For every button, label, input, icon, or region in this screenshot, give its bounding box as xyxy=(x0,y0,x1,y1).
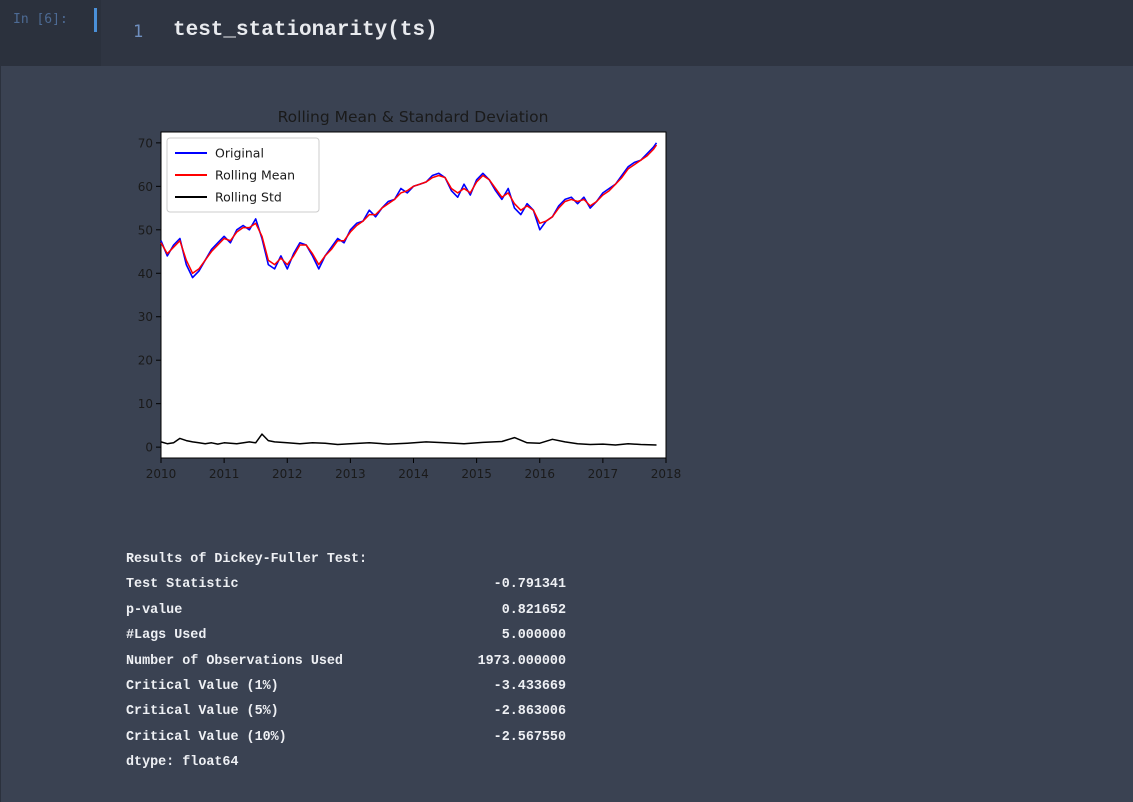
df-row: Critical Value (5%) -2.863006 xyxy=(126,704,566,729)
df-row-value: 5.000000 xyxy=(501,628,566,644)
df-dtype: dtype: float64 xyxy=(126,755,566,780)
df-rows: Test Statistic -0.791341 p-value 0.821652 #L… xyxy=(126,577,566,755)
rolling-stats-chart: Rolling Mean & Standard Deviation 0 10 20 3… xyxy=(138,108,682,481)
df-dtype-text: dtype: float64 xyxy=(126,755,239,771)
code-editor[interactable]: 1 test_stationarity(ts) xyxy=(101,0,1133,66)
y-tick-label: 70 xyxy=(138,136,153,150)
x-tick-label: 2014 xyxy=(398,467,429,481)
df-row-label: Critical Value (10%) xyxy=(126,729,287,745)
x-tick-label: 2010 xyxy=(146,467,177,481)
y-tick-label: 60 xyxy=(138,180,153,194)
df-row-value: 1973.000000 xyxy=(477,653,566,669)
chart-title: Rolling Mean & Standard Deviation xyxy=(278,108,549,126)
y-tick-label: 10 xyxy=(138,397,153,411)
active-cell-marker xyxy=(94,8,97,32)
series-line-rolling-mean xyxy=(160,144,658,275)
df-row-value: -2.567550 xyxy=(493,729,566,745)
df-row: Test Statistic -0.791341 xyxy=(126,577,566,602)
df-row-label: #Lags Used xyxy=(126,628,207,644)
x-tick-label: 2013 xyxy=(335,467,366,481)
df-row-label: Test Statistic xyxy=(126,577,239,593)
x-tick-label: 2018 xyxy=(651,467,682,481)
input-prompt: In [6]: xyxy=(13,12,68,27)
df-heading-text: Results of Dickey-Fuller Test: xyxy=(126,552,368,567)
legend-label: Original xyxy=(215,146,264,161)
df-row-value: -3.433669 xyxy=(493,678,566,694)
x-tick-label: 2016 xyxy=(524,467,555,481)
x-tick-label: 2011 xyxy=(209,467,240,481)
cell-input-row[interactable]: In [6]: 1 test_stationarity(ts) xyxy=(1,0,1133,66)
y-tick-label: 20 xyxy=(138,354,153,368)
df-row: p-value 0.821652 xyxy=(126,603,566,628)
x-axis: 2010 2011 2012 2013 2014 2015 2016 2017 2018 xyxy=(146,458,682,481)
df-row-label: Critical Value (1%) xyxy=(126,678,279,694)
df-row-value: 0.821652 xyxy=(501,602,566,618)
legend-label: Rolling Mean xyxy=(215,168,295,183)
y-tick-label: 30 xyxy=(138,310,153,324)
line-number: 1 xyxy=(133,22,144,42)
y-axis: 0 10 20 30 40 50 60 70 xyxy=(138,136,161,455)
x-tick-label: 2015 xyxy=(461,467,492,481)
y-tick-label: 50 xyxy=(138,223,153,237)
dickey-fuller-output: Results of Dickey-Fuller Test: Test Stat… xyxy=(126,552,566,781)
legend-label: Rolling Std xyxy=(215,190,282,205)
df-row: #Lags Used 5.000000 xyxy=(126,628,566,653)
df-row-label: Critical Value (5%) xyxy=(126,704,279,720)
df-row-value: -0.791341 xyxy=(493,577,566,593)
legend-box xyxy=(166,137,320,213)
df-row-value: -2.863006 xyxy=(493,704,566,720)
y-tick-label: 0 xyxy=(145,441,153,455)
df-row: Critical Value (1%) -3.433669 xyxy=(126,679,566,704)
df-heading: Results of Dickey-Fuller Test: xyxy=(126,552,566,577)
x-tick-label: 2017 xyxy=(588,467,619,481)
code-line[interactable]: test_stationarity(ts) xyxy=(173,19,438,42)
series-layer xyxy=(160,142,658,446)
y-tick-label: 40 xyxy=(138,267,153,281)
chart-legend: Original Rolling Mean Rolling Std xyxy=(166,137,320,213)
df-row-label: Number of Observations Used xyxy=(126,653,343,669)
df-row: Critical Value (10%) -2.567550 xyxy=(126,730,566,755)
series-line-rolling-std xyxy=(160,433,657,446)
series-line-original xyxy=(160,142,658,279)
df-row-label: p-value xyxy=(126,602,183,618)
x-tick-label: 2012 xyxy=(272,467,303,481)
df-row: Number of Observations Used 1973.000000 xyxy=(126,654,566,679)
